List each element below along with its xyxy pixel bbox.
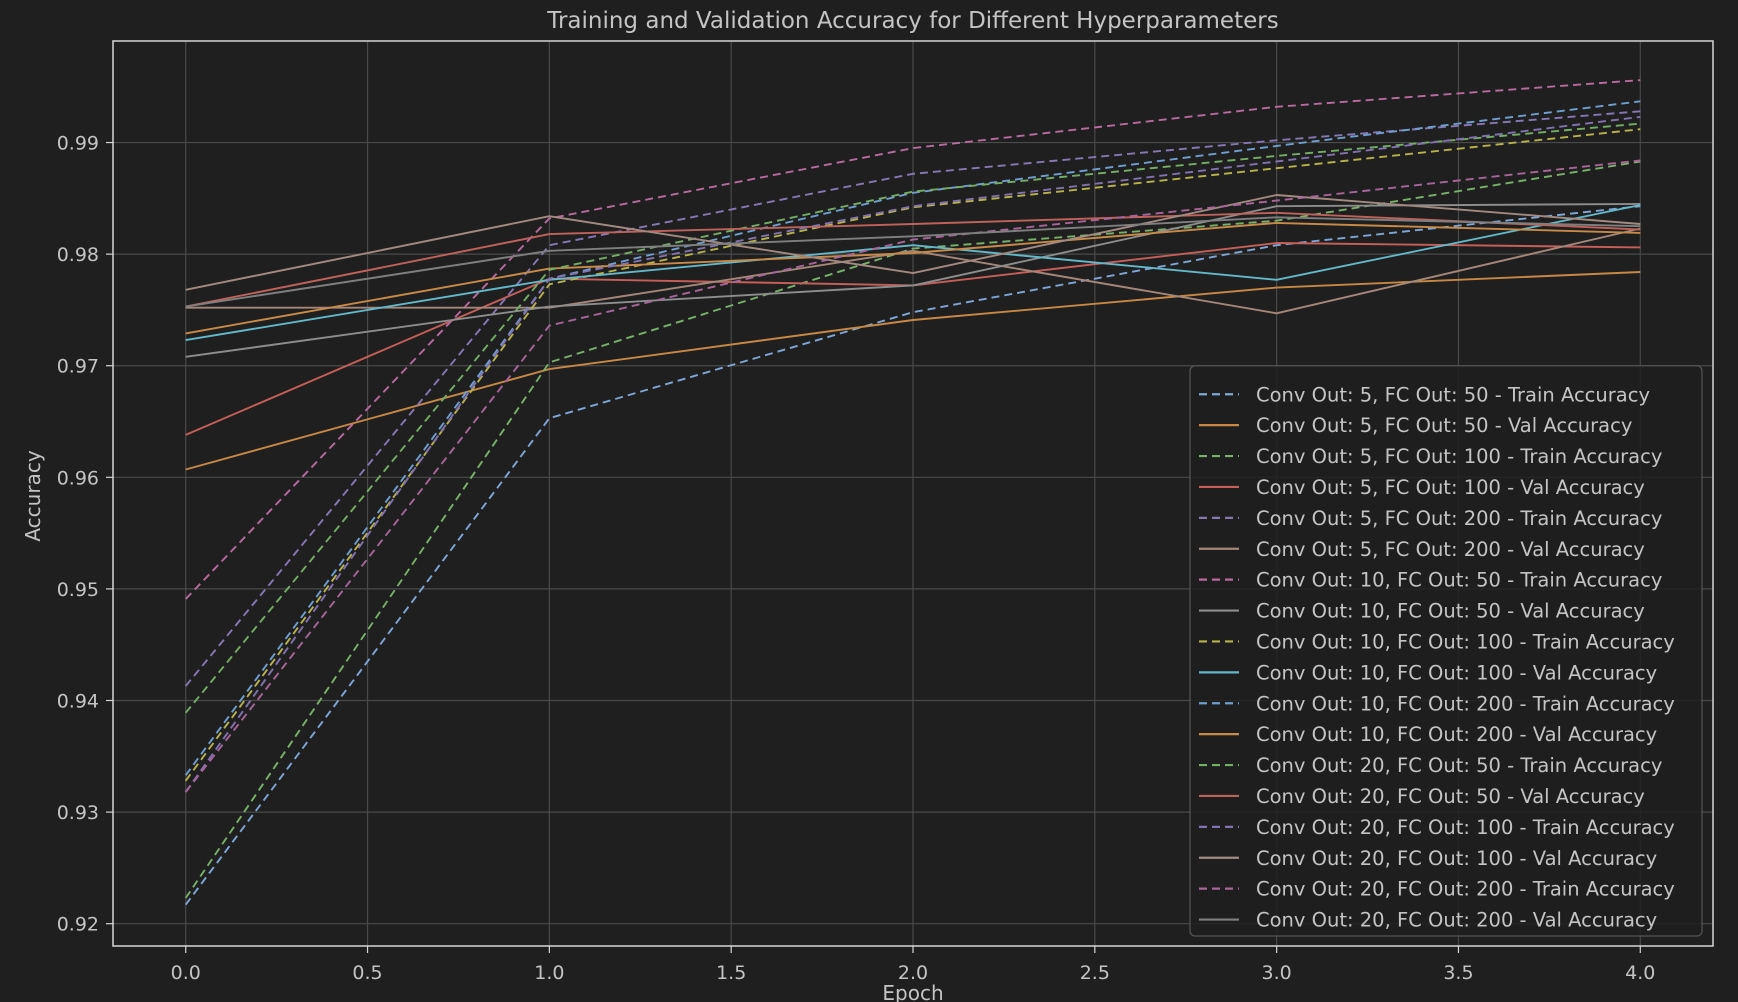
y-tick-label: 0.93: [57, 802, 99, 824]
x-tick-label: 0.5: [352, 962, 382, 984]
series-line-6: [185, 227, 1641, 315]
series-lines: [184, 79, 1641, 906]
legend-box: [1189, 365, 1703, 937]
legend-entry-label: Conv Out: 10, FC Out: 100 - Val Accuracy: [1256, 661, 1657, 684]
legend-entry-label: Conv Out: 10, FC Out: 100 - Train Accura…: [1256, 630, 1675, 653]
legend-entry-label: Conv Out: 5, FC Out: 50 - Val Accuracy: [1256, 414, 1632, 437]
series-line-17: [184, 159, 1641, 793]
series-line-12: [185, 221, 1641, 335]
x-tick-label: 1.0: [534, 962, 564, 984]
x-tick-label: 2.0: [898, 962, 928, 984]
y-tick-label: 0.99: [57, 133, 99, 155]
legend-entry-label: Conv Out: 5, FC Out: 200 - Train Accurac…: [1256, 507, 1662, 530]
y-tick-label: 0.92: [57, 914, 99, 936]
legend-entry-label: Conv Out: 20, FC Out: 100 - Val Accuracy: [1256, 847, 1657, 870]
legend-entry-label: Conv Out: 20, FC Out: 50 - Val Accuracy: [1256, 785, 1645, 808]
series-line-11: [184, 100, 1641, 776]
series-line-3: [184, 160, 1641, 899]
y-tick-label: 0.98: [57, 244, 99, 266]
legend: Conv Out: 5, FC Out: 50 - Train Accuracy…: [1189, 365, 1703, 937]
legend-entry-label: Conv Out: 10, FC Out: 50 - Train Accurac…: [1256, 569, 1662, 592]
y-tick-label: 0.94: [57, 691, 99, 713]
series-line-15: [184, 115, 1641, 793]
legend-entry-label: Conv Out: 20, FC Out: 200 - Val Accuracy: [1256, 909, 1657, 932]
x-tick-label: 2.5: [1080, 962, 1110, 984]
legend-entry-label: Conv Out: 5, FC Out: 200 - Val Accuracy: [1256, 538, 1645, 561]
x-tick-label: 4.0: [1625, 962, 1655, 984]
series-line-7: [185, 79, 1641, 600]
legend-entry-label: Conv Out: 10, FC Out: 50 - Val Accuracy: [1256, 600, 1645, 623]
x-tick-label: 3.5: [1443, 962, 1473, 984]
series-line-13: [184, 122, 1641, 714]
y-axis-label: Accuracy: [21, 450, 45, 541]
series-line-1: [184, 205, 1641, 906]
series-line-16: [185, 194, 1641, 291]
series-line-18: [185, 216, 1641, 308]
legend-entry-label: Conv Out: 10, FC Out: 200 - Train Accura…: [1256, 692, 1675, 715]
x-tick-label: 1.5: [716, 962, 746, 984]
legend-entry-label: Conv Out: 5, FC Out: 100 - Val Accuracy: [1256, 476, 1645, 499]
y-tick-label: 0.96: [57, 467, 99, 489]
y-tick-label: 0.95: [57, 579, 99, 601]
y-tick-label: 0.97: [57, 356, 99, 378]
axis-ticks: 0.0 0.5 1.0 1.5 2.0 2.5 3.0 3.5 4.0 0.92 0.93 0.94 0…: [57, 133, 1656, 984]
legend-entry-label: Conv Out: 20, FC Out: 100 - Train Accura…: [1256, 816, 1675, 839]
chart-title: Training and Validation Accuracy for Dif…: [546, 8, 1278, 34]
series-line-14: [185, 211, 1641, 308]
series-line-2: [185, 271, 1641, 471]
x-axis-label: Epoch: [882, 981, 943, 1002]
legend-entry-label: Conv Out: 20, FC Out: 50 - Train Accurac…: [1256, 754, 1662, 777]
legend-entry-label: Conv Out: 10, FC Out: 200 - Val Accuracy: [1256, 723, 1657, 746]
series-line-10: [185, 204, 1641, 342]
legend-entry-label: Conv Out: 5, FC Out: 100 - Train Accurac…: [1256, 445, 1662, 468]
legend-entry-label: Conv Out: 20, FC Out: 200 - Train Accura…: [1256, 878, 1675, 901]
x-tick-label: 0.0: [171, 962, 201, 984]
legend-entry-label: Conv Out: 5, FC Out: 50 - Train Accuracy: [1256, 383, 1650, 406]
series-line-5: [184, 110, 1641, 687]
x-tick-label: 3.0: [1262, 962, 1292, 984]
